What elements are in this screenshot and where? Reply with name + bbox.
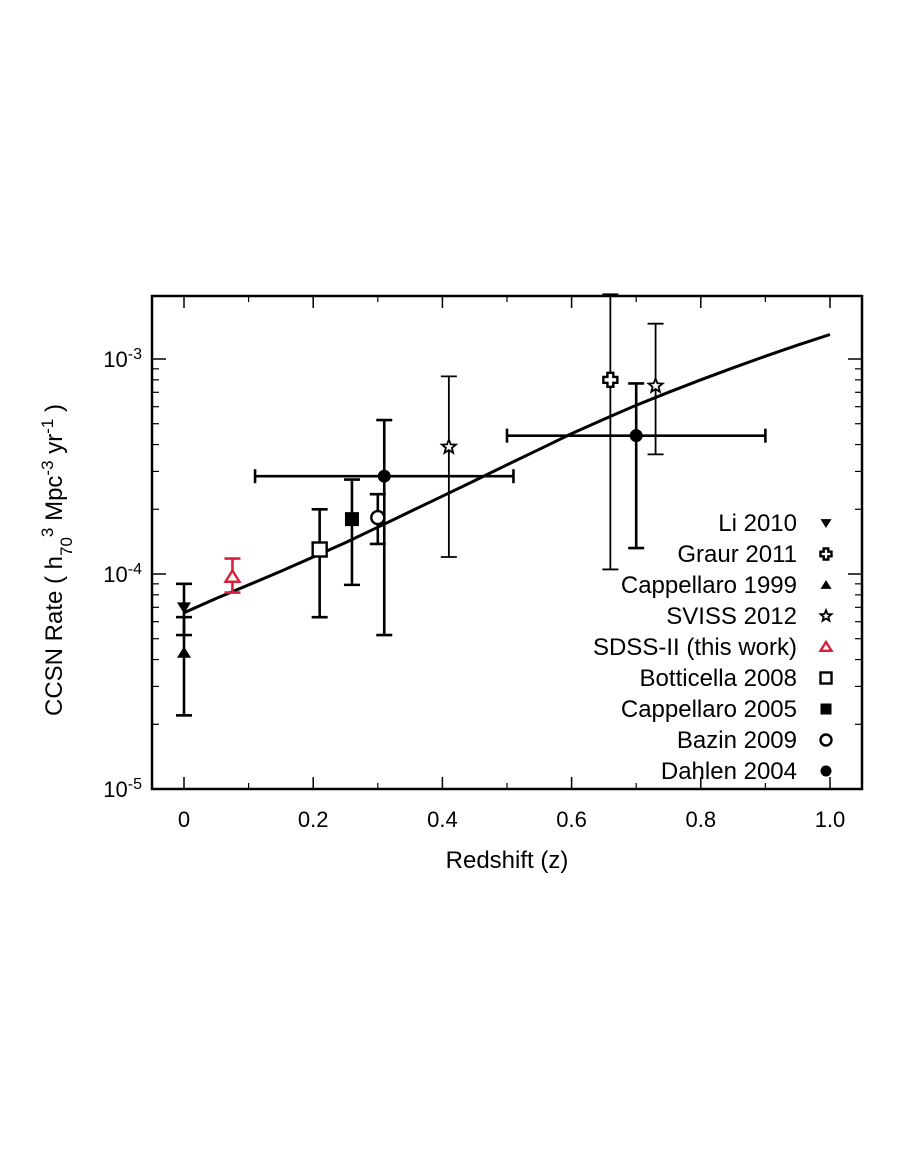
y-tick-label-base: 10: [103, 347, 127, 372]
point-bazin-2009: [370, 509, 386, 526]
model-curve-group: [183, 333, 831, 615]
point-graur-2011: [602, 371, 619, 389]
legend-label-cappellaro-1999: Cappellaro 1999: [621, 572, 797, 599]
legend-label-botticella-2008: Botticella 2008: [640, 665, 797, 692]
y-axis-title: CCSN Rate ( h703 Mpc-3 yr-1 ): [38, 404, 76, 716]
x-tick-label: 1.0: [815, 807, 846, 832]
y-tick-label: 10-4: [103, 561, 142, 588]
point-sviss-2012: [439, 437, 459, 455]
y-tick-label-base: 10: [103, 562, 127, 587]
legend-marker-li-2010: [820, 519, 832, 528]
point-dahlen-2004: [377, 469, 391, 483]
y-tick-label-exponent: -4: [128, 561, 142, 578]
x-tick-label: 0.2: [298, 807, 329, 832]
point-botticella-2008: [311, 541, 328, 558]
y-axis-title-mid: Mpc: [41, 476, 68, 528]
y-axis-title-mid2: yr: [41, 434, 68, 461]
y-axis-title-prefix: CCSN Rate ( h: [41, 556, 68, 716]
point-sviss-2012: [646, 375, 665, 394]
x-tick-label: 0: [178, 807, 190, 832]
legend-label-dahlen-2004: Dahlen 2004: [661, 758, 797, 785]
legend-label-sviss-2012: SVISS 2012: [666, 603, 797, 630]
legend-marker-cappellaro-1999: [820, 580, 832, 589]
point-li-2010: [177, 602, 191, 614]
legend-marker-bazin-2009: [819, 733, 833, 747]
x-tick-label: 0.4: [427, 807, 458, 832]
legend-label-graur-2011: Graur 2011: [677, 541, 797, 568]
legend-marker-botticella-2008: [819, 671, 833, 685]
markers-group: [177, 371, 665, 658]
legend-label-cappellaro-2005: Cappellaro 2005: [621, 696, 797, 723]
x-tick-label: 0.6: [556, 807, 587, 832]
point-cappellaro-2005: [344, 512, 359, 527]
x-axis-title: Redshift (z): [446, 847, 569, 874]
legend-label-sdss-ii-this-work: SDSS-II (this work): [593, 634, 797, 661]
legend-marker-sdss-ii-this-work: [818, 639, 834, 653]
y-axis-title-suffix: ): [41, 404, 68, 419]
point-sdss-ii-this-work: [223, 568, 242, 583]
y-tick-label-exponent: -3: [128, 346, 142, 363]
y-axis-title-sup2: -3: [38, 460, 57, 475]
point-dahlen-2004: [629, 429, 643, 443]
axis-labels-group: Redshift (z) CCSN Rate ( h703 Mpc-3 yr-1…: [38, 404, 569, 874]
legend-marker-dahlen-2004: [820, 765, 832, 777]
ticks-group: 0 0.2 0.4 0.6 0.8 1.010-510-410-3: [103, 296, 862, 832]
point-cappellaro-1999: [177, 646, 191, 658]
model-curve: [183, 333, 831, 615]
legend-label-li-2010: Li 2010: [718, 510, 797, 537]
y-tick-label-exponent: -5: [128, 776, 142, 793]
y-tick-label: 10-3: [103, 346, 142, 373]
legend-marker-cappellaro-2005: [820, 703, 832, 715]
legend-label-bazin-2009: Bazin 2009: [677, 727, 797, 754]
y-tick-label-base: 10: [103, 777, 127, 802]
y-axis-title-sub: 70: [57, 537, 76, 556]
y-axis-title-sup3: -1: [38, 419, 57, 434]
legend: Li 2010 Graur 2011 Cappellaro 1999 SVISS 20…: [593, 510, 834, 785]
y-axis-title-sup1: 3: [38, 528, 57, 537]
y-tick-label: 10-5: [103, 776, 142, 803]
x-tick-label: 0.8: [686, 807, 717, 832]
legend-marker-sviss-2012: [818, 607, 834, 623]
legend-marker-graur-2011: [819, 547, 833, 561]
